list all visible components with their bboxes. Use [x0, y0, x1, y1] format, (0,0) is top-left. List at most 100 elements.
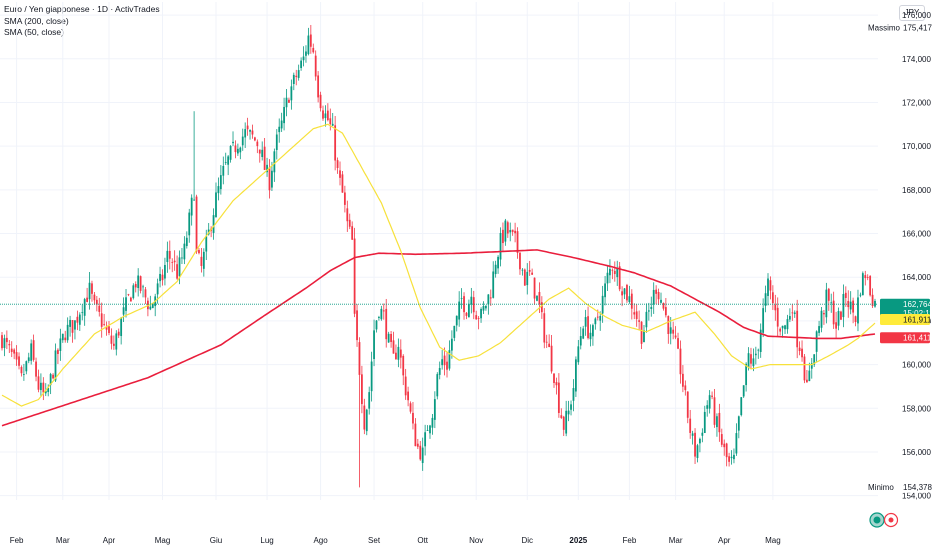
candle: [185, 231, 188, 249]
y-axis[interactable]: 176,000 174,000 172,000 170,000 168,000 166,0…: [902, 11, 931, 501]
candle: [791, 303, 794, 321]
candle: [147, 297, 149, 317]
candle: [470, 287, 473, 314]
candle: [713, 388, 716, 428]
candle: [874, 298, 876, 308]
candle: [801, 340, 803, 362]
candle: [516, 227, 519, 259]
candle: [628, 285, 631, 304]
candle: [431, 413, 434, 435]
candle: [808, 362, 811, 382]
max-marker: Massimo 175,417: [866, 22, 932, 34]
candle: [302, 46, 305, 67]
candle: [489, 289, 492, 306]
candle: [190, 194, 193, 226]
y-tick-label: 164,000: [902, 273, 931, 282]
currency-button[interactable]: JPY: [899, 5, 925, 21]
candle: [198, 248, 200, 255]
legend-sma50[interactable]: SMA (50, close): [4, 27, 64, 37]
candle: [254, 136, 256, 142]
candle: [103, 313, 106, 327]
candle: [557, 373, 560, 418]
candle: [378, 315, 380, 321]
candle: [222, 156, 225, 185]
candle: [582, 325, 585, 340]
candle: [3, 334, 6, 357]
sma50-badge: 161,911: [880, 314, 932, 326]
candle: [57, 348, 59, 365]
candle: [59, 328, 62, 361]
candle: [149, 295, 152, 311]
candle: [643, 324, 645, 343]
candle: [275, 129, 278, 160]
last-price-value: 162,764: [903, 300, 932, 309]
candle: [832, 291, 835, 329]
candle: [266, 157, 268, 177]
candle: [730, 450, 733, 465]
candle: [373, 319, 375, 367]
candle: [543, 308, 546, 349]
candle: [857, 289, 859, 332]
candle: [125, 288, 127, 318]
candle: [450, 330, 453, 359]
candle: [69, 315, 71, 337]
candle: [188, 208, 191, 243]
min-marker-value: 154,378: [903, 483, 932, 492]
candle: [93, 292, 96, 305]
candle: [64, 330, 67, 343]
candle: [18, 352, 20, 370]
candle: [699, 437, 701, 453]
candles: [1, 24, 876, 488]
candle: [485, 305, 487, 311]
candle: [477, 316, 480, 330]
candle: [134, 281, 137, 293]
candle: [774, 294, 777, 321]
candle: [511, 229, 514, 236]
candle: [297, 64, 300, 81]
max-marker-value: 175,417: [903, 24, 932, 33]
candle: [742, 385, 745, 398]
candle: [764, 285, 767, 313]
candle: [171, 258, 174, 273]
candle: [414, 418, 417, 447]
candle: [815, 330, 818, 362]
candle: [314, 50, 317, 81]
candle: [747, 347, 750, 371]
candle: [334, 115, 337, 171]
candle: [467, 299, 470, 318]
candle: [818, 320, 820, 337]
candle: [15, 345, 18, 366]
candle: [463, 292, 465, 320]
candle: [645, 303, 648, 333]
legend-sma200[interactable]: SMA (200, close): [4, 15, 69, 26]
y-tick-label: 166,000: [902, 230, 931, 239]
candle: [429, 424, 431, 439]
candle: [159, 266, 161, 288]
candle: [650, 296, 653, 317]
goto-realtime-icon[interactable]: [883, 512, 899, 528]
candle: [497, 255, 499, 274]
candle: [142, 284, 144, 298]
candle: [426, 425, 429, 431]
x-tick-label: Dic: [521, 536, 533, 545]
candle: [769, 276, 772, 300]
candle: [660, 292, 662, 304]
candle: [616, 260, 619, 286]
candle: [613, 261, 616, 282]
candle: [20, 365, 23, 377]
x-axis[interactable]: Feb Mar Apr Mag Giu Lug Ago Set Ott Nov Dic 2025 Feb…: [10, 536, 781, 545]
candle: [13, 348, 16, 360]
candle: [129, 296, 132, 302]
candle: [319, 91, 322, 112]
candle: [419, 440, 422, 461]
tradingview-logo: [869, 512, 885, 528]
candle: [562, 415, 565, 437]
candle: [830, 293, 833, 313]
candle: [767, 273, 769, 306]
candle: [409, 401, 412, 414]
candle: [288, 97, 290, 103]
candle: [215, 182, 217, 218]
x-tick-label: Mag: [765, 536, 781, 545]
candle: [249, 129, 251, 140]
